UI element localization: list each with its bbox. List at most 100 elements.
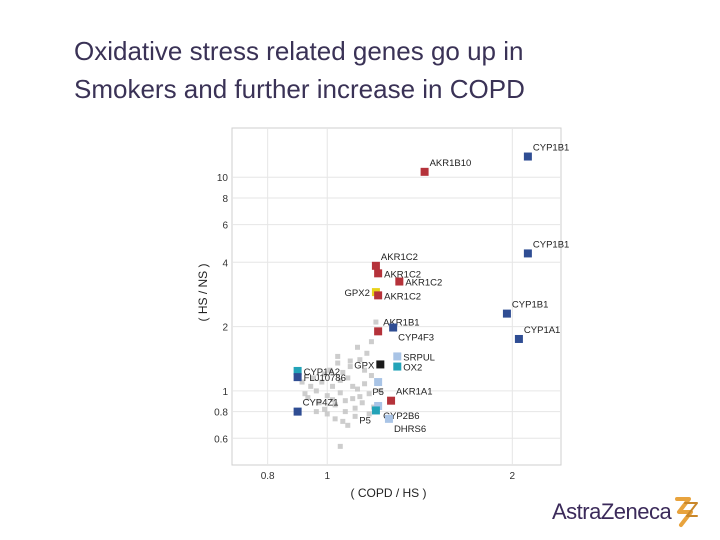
gene-label: CYP1B1 [533, 239, 569, 250]
gene-point [387, 396, 396, 405]
background-gene-point [305, 395, 311, 401]
y-tick-label: 10 [217, 173, 229, 184]
background-gene-point [322, 406, 328, 412]
gene-point [374, 378, 383, 387]
background-gene-point [322, 371, 328, 377]
gene-label: GPX2 [345, 288, 370, 299]
x-axis-label: ( COPD / HS ) [350, 486, 426, 500]
y-tick-label: 0.8 [214, 408, 228, 419]
y-tick-label: 8 [222, 194, 228, 205]
astrazeneca-logo: AstraZeneca [552, 496, 701, 528]
background-gene-point [342, 398, 348, 404]
gene-point [395, 277, 404, 286]
gene-label: FLJ10786 [304, 373, 346, 384]
background-gene-point [337, 377, 343, 383]
background-gene-point [377, 388, 383, 394]
background-gene-point [299, 379, 305, 385]
background-gene-point [302, 391, 308, 397]
gene-label: CYP1B1 [512, 300, 548, 311]
background-gene-point [347, 364, 353, 370]
gene-label: CYP4F3 [398, 333, 434, 344]
gene-label: P5 [359, 415, 371, 426]
background-gene-point [311, 375, 317, 381]
background-gene-point [327, 367, 333, 373]
background-gene-point [337, 390, 343, 396]
background-gene-point [319, 379, 325, 385]
gene-point [393, 362, 402, 371]
gene-label: AKR1C2 [405, 278, 442, 289]
background-gene-point [308, 383, 314, 389]
y-tick-label: 4 [222, 258, 228, 269]
background-gene-point [324, 393, 330, 399]
background-gene-point [362, 367, 368, 373]
background-gene-point [345, 422, 351, 428]
gene-point [523, 249, 532, 258]
gene-point [293, 366, 302, 375]
background-gene-point [313, 409, 319, 415]
logo-text: AstraZeneca [552, 499, 672, 524]
background-gene-point [332, 416, 338, 422]
background-gene-point [359, 400, 365, 406]
background-gene-point [366, 411, 372, 417]
gene-label: CYP4Z1 [303, 398, 339, 409]
y-axis-label: ( HS / NS ) [196, 263, 210, 321]
background-gene-point [357, 394, 363, 400]
gene-point [389, 323, 398, 332]
gene-point [374, 269, 383, 278]
background-gene-point [350, 396, 356, 402]
gene-point [514, 334, 523, 343]
gene-point [374, 291, 383, 300]
gene-point [523, 152, 532, 161]
gene-point [376, 360, 385, 369]
slide-title-line-2: Smokers and further increase in COPD [74, 74, 525, 104]
background-gene-point [368, 339, 374, 345]
background-gene-point [366, 391, 372, 397]
gene-label: CYP1A1 [524, 325, 560, 336]
x-tick-label: 1 [324, 471, 330, 482]
gene-point [393, 352, 402, 361]
gene-point [374, 327, 383, 336]
gene-label: AKR1C2 [384, 291, 421, 302]
gene-label: DHRS6 [394, 424, 426, 435]
background-gene-point [345, 375, 351, 381]
gene-label: P5 [372, 387, 384, 398]
y-tick-label: 2 [222, 323, 228, 334]
gene-label: OX2 [403, 363, 422, 374]
background-gene-point [368, 373, 374, 379]
slide-title-line-1: Oxidative stress related genes go up in [74, 36, 524, 66]
logo-emblem-icon [675, 497, 699, 527]
gene-point [293, 373, 302, 382]
y-tick-label: 1 [222, 387, 228, 398]
background-gene-point [316, 400, 322, 406]
plot-area [231, 127, 562, 466]
background-gene-point [330, 397, 336, 403]
gene-point [371, 406, 380, 415]
gene-point [420, 167, 429, 176]
gene-point [371, 261, 380, 270]
background-gene-point [340, 418, 346, 424]
background-gene-point [337, 443, 343, 449]
gene-point [502, 309, 511, 318]
gene-label: AKR1B1 [383, 317, 419, 328]
slide-title: Oxidative stress related genes go up in … [74, 32, 674, 108]
y-tick-label: 6 [222, 221, 228, 232]
x-tick-label: 0.8 [261, 471, 275, 482]
gene-label: AKR1B10 [430, 158, 472, 169]
y-tick-label: 0.6 [214, 434, 228, 445]
background-gene-point [324, 411, 330, 417]
background-gene-point [352, 413, 358, 419]
background-gene-point [354, 386, 360, 392]
background-gene-point [335, 360, 341, 366]
background-gene-point [352, 405, 358, 411]
background-gene-point [364, 350, 370, 356]
gene-label: CYP2B6 [383, 411, 419, 422]
background-gene-point [340, 369, 346, 375]
background-gene-point [347, 358, 353, 364]
background-gene-point [335, 353, 341, 359]
gene-label: GPX [354, 360, 375, 371]
background-gene-point [313, 388, 319, 394]
background-gene-point [332, 402, 338, 408]
background-gene-point [354, 344, 360, 350]
gene-label: CYP1B1 [533, 143, 569, 154]
